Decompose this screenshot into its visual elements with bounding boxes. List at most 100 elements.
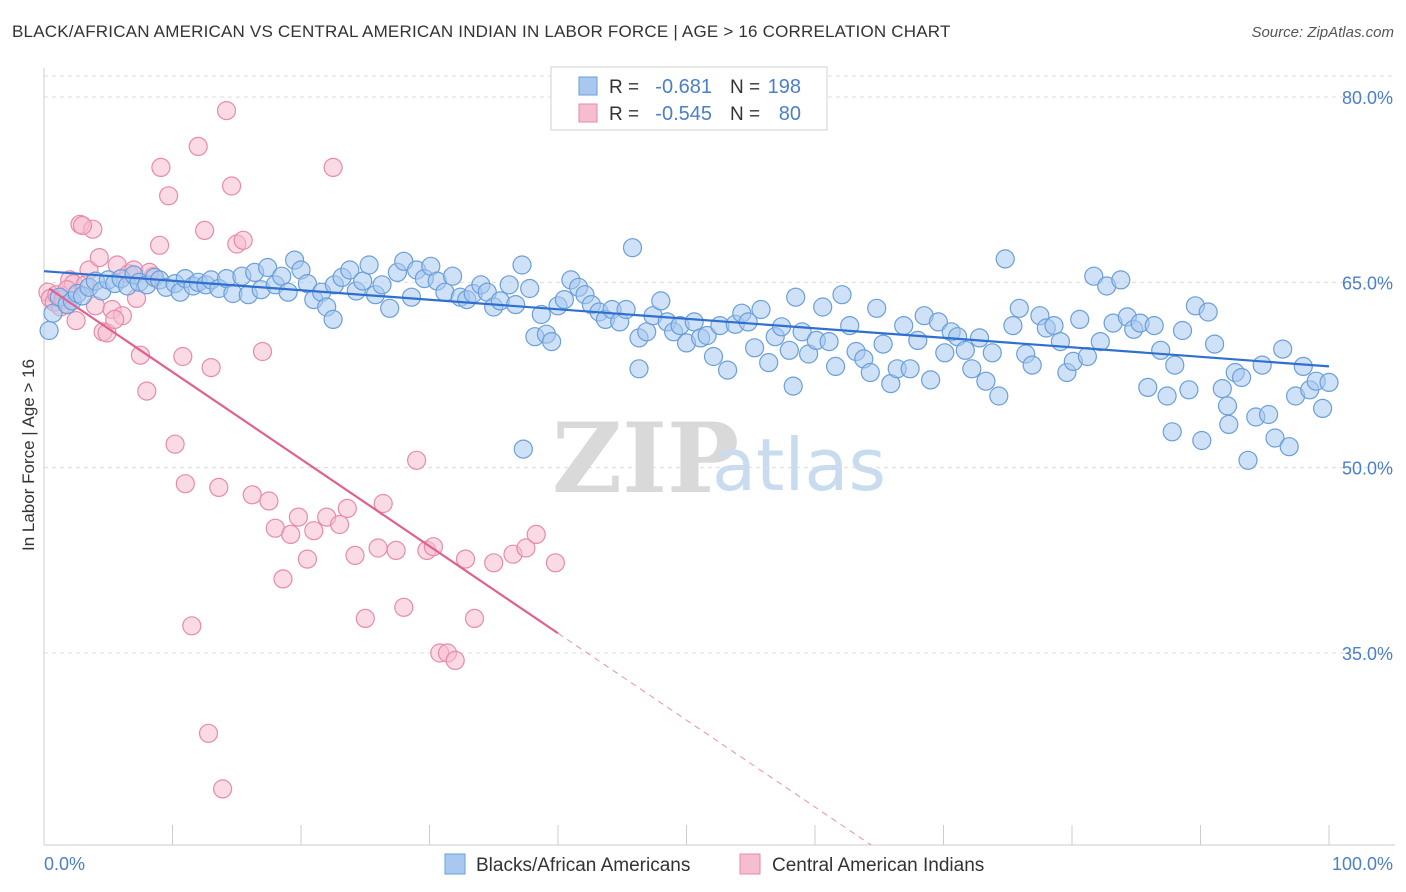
blacks-african-americans-point-137 [955, 340, 975, 360]
central-american-indians-point-66 [484, 553, 504, 573]
central-american-indians-point-44 [281, 524, 301, 545]
blacks-african-americans-point-176 [1219, 414, 1239, 434]
central-american-indians-point-64 [455, 549, 476, 569]
blacks-african-americans-point-100 [703, 346, 724, 367]
blacks-african-americans-point-150 [1044, 316, 1064, 336]
blacks-african-americans-point-147 [1022, 355, 1042, 375]
central-american-indians-point-30 [182, 616, 202, 636]
blacks-african-americans-point-183 [1265, 428, 1285, 448]
central-american-indians-point-77 [173, 346, 193, 367]
central-american-indians-trend-extension [557, 632, 872, 846]
blacks-african-americans-point-185 [1279, 437, 1299, 457]
central-american-indians-point-54 [368, 538, 388, 558]
central-american-indians-point-55 [373, 493, 393, 514]
blacks-african-americans-point-173 [1198, 302, 1218, 322]
blacks-african-americans-point-128 [894, 316, 914, 336]
blacks-african-americans-point-88 [622, 238, 643, 258]
watermark-atlas: atlas [712, 423, 886, 507]
blacks-african-americans-point-125 [873, 334, 893, 354]
grid-lines [44, 75, 1395, 654]
central-american-indians-point-32 [195, 220, 215, 240]
blacks-african-americans-point-97 [684, 312, 704, 332]
blacks-african-americans-point-92 [651, 291, 671, 311]
blacks-african-americans-point-48 [353, 271, 373, 291]
blacks-african-americans-point-193 [323, 309, 343, 329]
stats-legend-n-value-1: 198 [768, 76, 801, 98]
central-american-indians-point-52 [345, 545, 365, 566]
central-american-indians-point-38 [233, 230, 253, 250]
blacks-african-americans-point-192 [513, 439, 533, 459]
blacks-african-americans-point-129 [900, 359, 920, 379]
central-american-indians-point-35 [216, 100, 237, 121]
blacks-african-americans-point-52 [380, 298, 400, 318]
blacks-african-americans-point-116 [813, 297, 833, 317]
axes [43, 68, 1395, 846]
stats-legend-n-label-1: N = [730, 77, 760, 98]
blacks-african-americans-point-166 [1151, 340, 1171, 360]
central-american-indians-point-76 [150, 235, 170, 255]
blacks-african-americans-point-160 [1111, 270, 1131, 290]
central-american-indians-point-43 [273, 569, 293, 589]
blacks-african-americans-point-191 [1319, 372, 1339, 392]
blacks-african-americans-point-190 [1312, 398, 1333, 418]
blacks-african-americans-point-179 [1238, 450, 1258, 470]
central-american-indians-point-28 [165, 434, 185, 454]
stats-legend-pink-swatch [578, 103, 598, 123]
series-legend-blue-swatch [444, 853, 466, 875]
central-american-indians-point-46 [297, 549, 317, 569]
blacks-african-americans-point-141 [982, 343, 1002, 363]
blacks-african-americans-points [39, 238, 1339, 470]
central-american-indians-point-70 [545, 553, 566, 573]
blacks-african-americans-trend-line [43, 270, 1330, 368]
blacks-african-americans-point-157 [1090, 332, 1110, 352]
blacks-african-americans-point-99 [697, 325, 717, 346]
blacks-african-americans-point-194 [629, 359, 649, 379]
stats-legend-r-label-1: R = [609, 77, 639, 98]
central-american-indians-point-34 [209, 477, 229, 497]
blacks-african-americans-point-178 [1231, 367, 1252, 388]
source-label: Source: ZipAtlas.com [1251, 24, 1394, 41]
blacks-african-americans-point-165 [1144, 316, 1164, 336]
central-american-indians-point-40 [252, 341, 273, 362]
blacks-african-americans-point-181 [1252, 355, 1272, 375]
blacks-african-americans-point-69 [499, 275, 519, 295]
blacks-african-americans-point-51 [372, 275, 392, 295]
blacks-african-americans-point-37 [278, 282, 298, 302]
stats-legend-n-value-2: 80 [779, 103, 801, 125]
blacks-african-americans-point-36 [272, 266, 292, 286]
blacks-african-americans-point-76 [541, 332, 562, 352]
central-american-indians-points [38, 100, 566, 799]
central-american-indians-point-63 [445, 650, 465, 671]
blacks-african-americans-point-196 [1162, 422, 1182, 442]
blacks-african-americans-point-34 [258, 257, 278, 278]
blacks-african-americans-point-46 [340, 260, 360, 280]
y-tick-label-65: 65.0% [1342, 273, 1393, 293]
central-american-indians-point-45 [288, 507, 308, 527]
series-legend-label-2: Central American Indians [772, 855, 984, 876]
blacks-african-americans-point-140 [976, 371, 996, 391]
blacks-african-americans-point-154 [1070, 309, 1090, 329]
blacks-african-americans-point-174 [1204, 334, 1225, 354]
blacks-african-americans-point-164 [1138, 377, 1158, 397]
blacks-african-americans-point-138 [962, 359, 982, 379]
blacks-african-americans-point-134 [935, 343, 955, 363]
blacks-african-americans-point-145 [1009, 298, 1029, 318]
blacks-african-americans-point-144 [1003, 316, 1023, 336]
blacks-african-americans-point-139 [969, 328, 990, 348]
blacks-african-americans-point-74 [531, 304, 551, 325]
y-tick-label-50: 50.0% [1342, 459, 1393, 479]
central-american-indians-point-72 [72, 215, 93, 236]
blacks-african-americans-point-123 [860, 362, 880, 383]
central-american-indians-point-24 [137, 381, 157, 401]
central-american-indians-point-51 [337, 498, 357, 518]
series-legend-label-1: Blacks/African Americans [476, 855, 690, 876]
central-american-indians-point-31 [188, 136, 208, 156]
blacks-african-americans-point-102 [717, 360, 738, 380]
blacks-african-americans-point-132 [920, 370, 941, 390]
central-american-indians-point-50 [330, 514, 350, 535]
stats-legend-blue-swatch [578, 76, 598, 96]
central-american-indians-point-15 [89, 248, 109, 268]
blacks-african-americans-point-106 [744, 338, 765, 358]
stats-legend-r-value-1: -0.681 [655, 76, 712, 98]
